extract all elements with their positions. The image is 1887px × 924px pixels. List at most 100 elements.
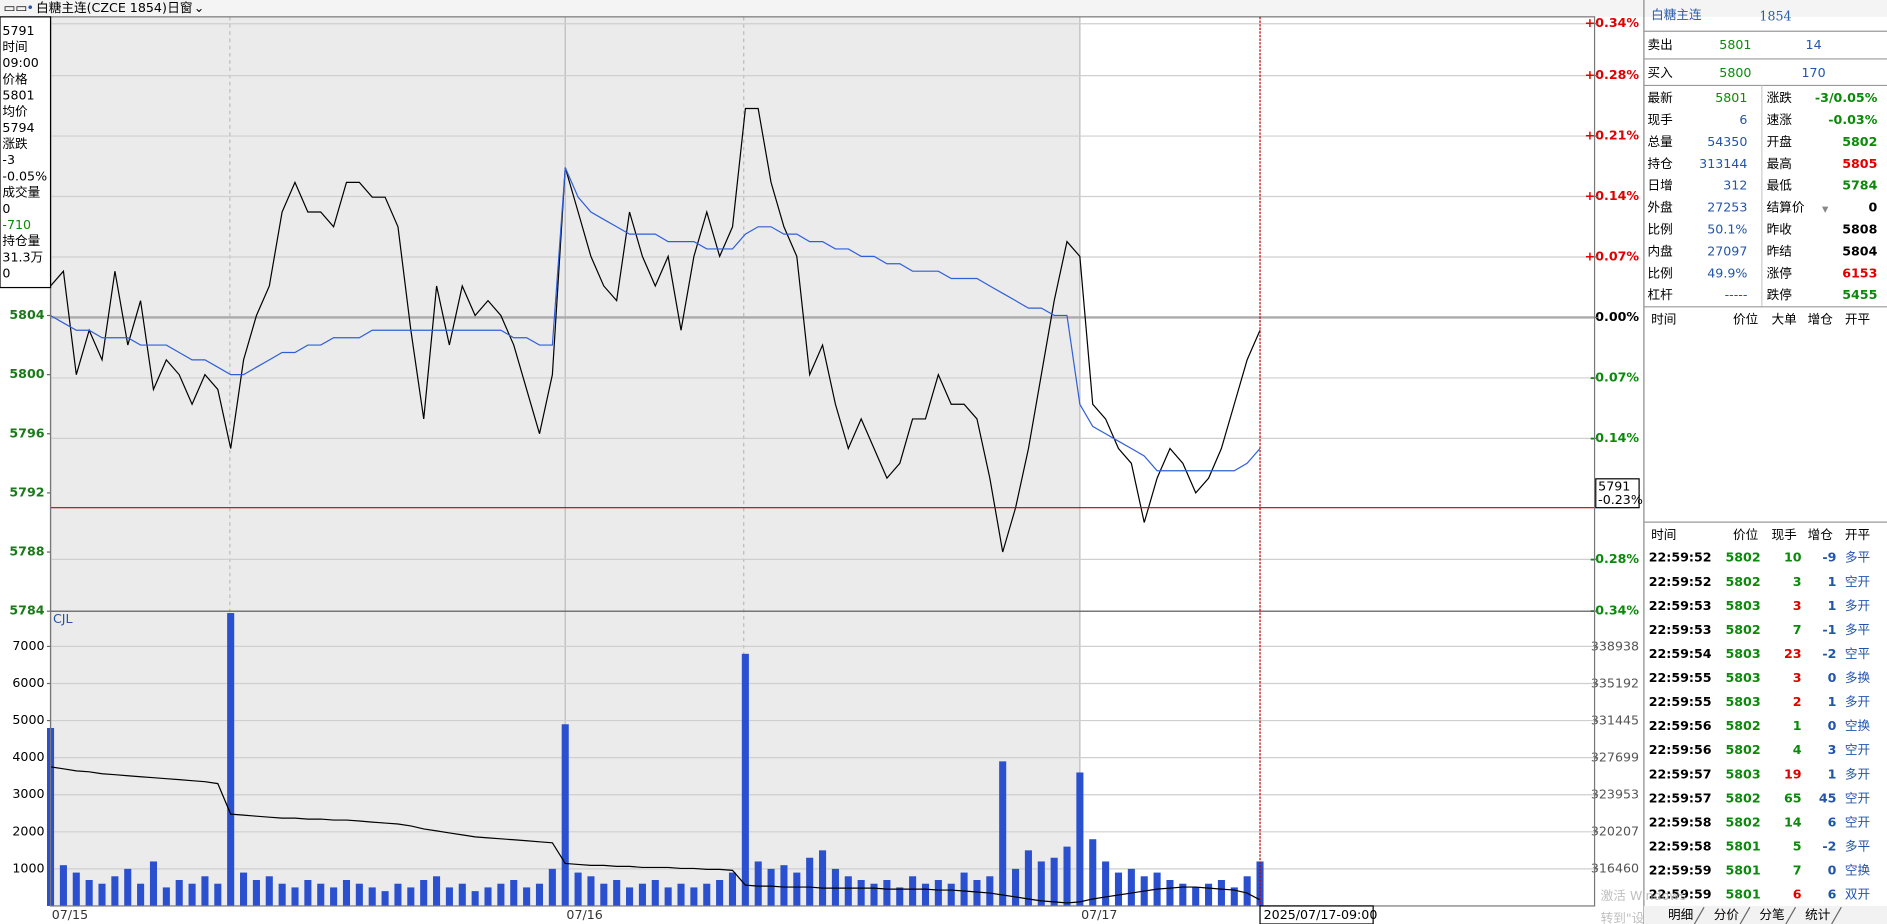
volume-bar — [1179, 883, 1187, 906]
stat-label: 外盘 — [1648, 200, 1674, 215]
info-item: -3 — [2, 152, 15, 167]
info-item: 时间 — [2, 39, 27, 54]
volume-bar — [471, 891, 479, 906]
tab[interactable]: 明细 — [1668, 907, 1693, 922]
trade-price: 5802 — [1725, 550, 1760, 565]
tab[interactable]: 统计 — [1805, 907, 1831, 922]
info-item: 31.3万 — [2, 249, 43, 264]
bullet: • — [26, 0, 33, 15]
trade-time: 22:59:56 — [1649, 718, 1712, 733]
y2-tick-label: +0.21% — [1585, 128, 1640, 143]
y2-tick-label: +0.28% — [1585, 67, 1640, 82]
volume-bar — [1102, 861, 1110, 906]
volume-bar — [291, 887, 299, 906]
volume-bar — [535, 883, 544, 906]
y-tick-label: 7000 — [12, 638, 44, 653]
info-item: 均价 — [2, 104, 28, 119]
tab[interactable]: 分价 — [1714, 907, 1740, 922]
big-order-header: 价位 — [1733, 312, 1759, 327]
y2-tick-label: -0.14% — [1590, 430, 1639, 445]
trade-volume: 1 — [1793, 718, 1802, 733]
window-menu[interactable]: 日窗 — [167, 0, 192, 15]
trade-oi-change: 0 — [1828, 863, 1837, 878]
stat-label: 现手 — [1648, 112, 1674, 127]
stat-value: 27097 — [1707, 243, 1747, 258]
volume-bar — [831, 868, 839, 906]
x-tick-label: 07/17 — [1081, 907, 1117, 922]
trade-volume: 5 — [1793, 839, 1802, 854]
trade-time: 22:59:59 — [1649, 887, 1712, 902]
stat-value: 5805 — [1842, 156, 1877, 171]
trade-price: 5802 — [1725, 622, 1760, 637]
y-tick-label: 6000 — [12, 675, 44, 690]
volume-bar — [896, 887, 904, 906]
stat-label: 杠杆 — [1648, 287, 1674, 302]
volume-bar — [497, 883, 505, 906]
trade-type: 多开 — [1845, 694, 1870, 709]
trade-volume: 23 — [1784, 646, 1802, 661]
volume-bar — [651, 879, 659, 906]
volume-bar — [278, 883, 286, 906]
dropdown-icon[interactable]: ⌄ — [194, 0, 205, 15]
volume-bar — [1127, 868, 1135, 906]
stat-value: 27253 — [1707, 200, 1747, 215]
y2-tick-label: 323953 — [1591, 786, 1639, 801]
stat-value: -0.03% — [1828, 112, 1877, 127]
volume-bar — [909, 876, 917, 906]
volume-bar — [806, 857, 814, 906]
info-item: 成交量 — [2, 185, 40, 200]
volume-bar — [240, 872, 248, 906]
trade-volume: 3 — [1793, 574, 1802, 589]
volume-bar — [870, 883, 878, 906]
volume-bar — [201, 876, 209, 906]
settle-dropdown: ▾ — [1822, 201, 1829, 216]
volume-bar — [703, 883, 711, 906]
trade-type: 空平 — [1845, 646, 1870, 661]
stat-label: 速涨 — [1767, 112, 1793, 127]
order-price: 5801 — [1719, 37, 1751, 52]
window-icon: ▭▭ — [4, 0, 28, 15]
stat-label: 内盘 — [1648, 243, 1674, 258]
volume-bar — [484, 887, 492, 906]
volume-bar — [433, 876, 441, 906]
volume-bar — [934, 879, 942, 906]
volume-bar — [175, 879, 183, 906]
volume-bar — [420, 879, 428, 906]
trade-price: 5802 — [1725, 718, 1760, 733]
trade-type: 空开 — [1845, 742, 1870, 757]
trade-time: 22:59:53 — [1649, 598, 1712, 613]
volume-bar — [1230, 887, 1238, 906]
big-order-header: 大单 — [1771, 312, 1796, 327]
top-bar — [0, 0, 1887, 17]
crosshair-change: -0.23% — [1598, 492, 1643, 507]
trade-price: 5801 — [1725, 887, 1760, 902]
volume-bar — [690, 887, 698, 906]
trade-type: 多平 — [1845, 622, 1870, 637]
order-price: 5800 — [1719, 65, 1751, 80]
volume-bar — [265, 876, 273, 906]
tab[interactable]: 分笔 — [1759, 907, 1784, 922]
trade-oi-change: 1 — [1828, 574, 1837, 589]
y2-tick-label: 338938 — [1591, 639, 1639, 654]
quote-title: 白糖主连 — [1651, 7, 1702, 22]
volume-bar — [162, 887, 170, 906]
stat-label: 昨收 — [1767, 222, 1793, 237]
info-item: 0 — [2, 266, 10, 281]
trade-price: 5802 — [1725, 790, 1760, 805]
volume-bar — [574, 872, 582, 906]
info-item: 涨跌 — [2, 136, 28, 151]
trade-price: 5801 — [1725, 863, 1760, 878]
trade-price: 5801 — [1725, 839, 1760, 854]
trade-price: 5803 — [1725, 694, 1760, 709]
stat-value: 5802 — [1842, 134, 1877, 149]
volume-bar — [677, 883, 685, 906]
x-tick-label: 07/15 — [52, 907, 88, 922]
y-tick-label: 4000 — [12, 749, 44, 764]
trade-time: 22:59:58 — [1649, 839, 1712, 854]
trade-price: 5803 — [1725, 766, 1760, 781]
stat-label: 跌停 — [1767, 287, 1792, 302]
volume-bar — [252, 879, 260, 906]
line — [50, 107, 1261, 553]
